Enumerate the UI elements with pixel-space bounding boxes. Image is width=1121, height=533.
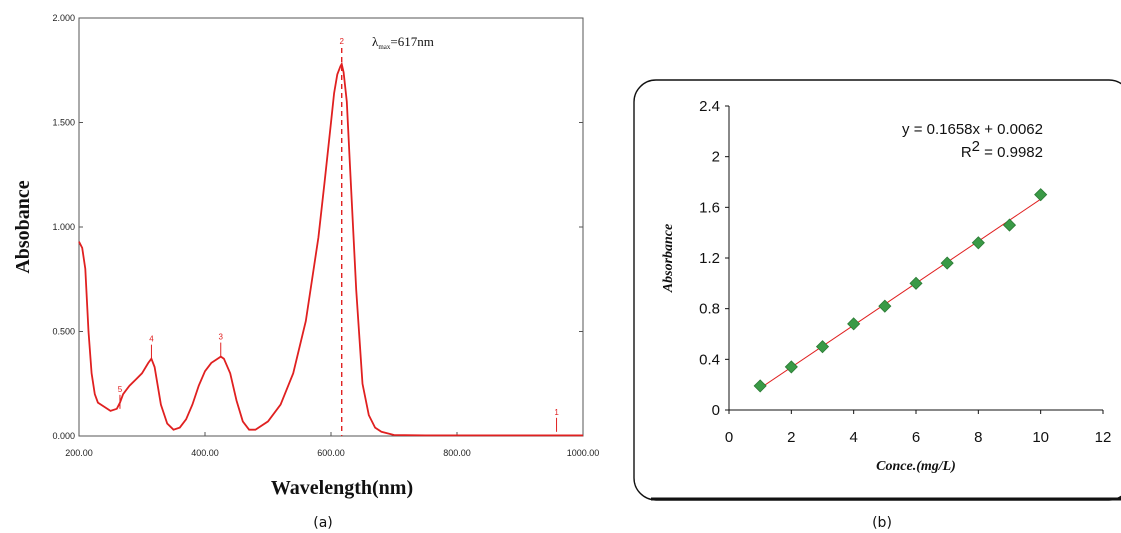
panel-a-x-tick-label: 800.00 [443, 448, 471, 458]
panel-b-caption: (b) [872, 515, 892, 531]
trendline [759, 198, 1041, 389]
panel-a-spectrum: 0.000 0.500 1.000 1.500 2.000 200.00 400.00 60… [12, 13, 599, 531]
panel-b-y-tick-label: 1.2 [699, 250, 720, 267]
panel-a-caption: (a) [313, 515, 333, 531]
r-squared-sup: 2 [972, 138, 980, 155]
panel-a-y-tick-label: 1.500 [52, 118, 75, 128]
panel-b-y-tick-label: 0.8 [699, 301, 720, 318]
panel-a-x-axis-label: Wavelength(nm) [271, 477, 413, 499]
panel-a-y-axis-label: Absobance [12, 180, 34, 273]
panel-a-x-tick-label: 200.00 [65, 448, 93, 458]
panel-b-y-ticks: 0 0.4 0.8 1.2 1.6 2 2.4 [699, 98, 729, 419]
panel-b-y-tick-label: 1.6 [699, 199, 720, 216]
data-point [878, 299, 892, 313]
peak-label: 2 [339, 37, 344, 46]
regression-equation: y = 0.1658x + 0.0062 [902, 121, 1043, 138]
panel-b-y-tick-label: 2.4 [699, 98, 720, 115]
data-point [784, 360, 798, 374]
data-point [1034, 188, 1048, 202]
r-squared: R2 = 0.9982 [961, 138, 1043, 161]
panel-b-points [753, 188, 1048, 393]
panel-a-y-tick-label: 1.000 [52, 222, 75, 232]
r-squared-label: R [961, 144, 972, 161]
panel-b-y-tick-label: 0.4 [699, 351, 720, 368]
data-point [909, 276, 923, 290]
panel-b-x-tick-label: 12 [1095, 429, 1112, 446]
panel-b-calibration: 0 0.4 0.8 1.2 1.6 2 2.4 0 2 4 6 8 10 12 y = 0.1658x … [633, 79, 1121, 531]
panel-b-x-tick-label: 10 [1032, 429, 1049, 446]
panel-b-x-ticks: 0 2 4 6 8 10 12 [725, 410, 1112, 446]
panel-a-y-tick-label: 0.000 [52, 431, 75, 441]
panel-b-x-tick-label: 8 [974, 429, 982, 446]
panel-b-y-tick-label: 2 [712, 149, 720, 166]
panel-b-x-tick-label: 0 [725, 429, 733, 446]
data-point [815, 340, 830, 354]
panel-b-y-axis-label: Absorbance [661, 224, 676, 293]
panel-a-peak-markers: 2 3 4 5 1 [118, 37, 559, 436]
data-point [1002, 218, 1017, 232]
lambda-value: =617nm [390, 34, 433, 49]
panel-a-x-tick-label: 400.00 [191, 448, 219, 458]
data-point [753, 379, 767, 393]
panel-a-y-tick-label: 2.000 [52, 13, 75, 23]
r-squared-value: = 0.9982 [980, 144, 1043, 161]
panel-a-x-tick-label: 600.00 [317, 448, 345, 458]
lambda-symbol: λ [372, 34, 379, 49]
data-point [847, 317, 861, 331]
panel-a-y-tick-label: 0.500 [52, 327, 75, 337]
data-point [940, 256, 954, 270]
peak-label: 1 [554, 408, 559, 417]
peak-label: 5 [118, 385, 123, 394]
panel-b-x-tick-label: 2 [787, 429, 795, 446]
panel-b-x-tick-label: 4 [849, 429, 857, 446]
lambda-max-annotation: λmax=617nm [372, 34, 434, 51]
panel-a-x-ticks: 200.00 400.00 600.00 800.00 1000.00 [65, 432, 599, 458]
spectrum-line [78, 61, 583, 437]
panel-b-x-tick-label: 6 [912, 429, 920, 446]
peak-label: 4 [149, 335, 154, 344]
lambda-subscript: max [378, 43, 391, 51]
panel-a-frame [78, 17, 584, 437]
panel-b-y-tick-label: 0 [712, 402, 720, 419]
panel-b-x-axis-label: Conce.(mg/L) [876, 459, 956, 474]
data-point [971, 236, 985, 250]
panel-a-y-ticks: 0.000 0.500 1.000 1.500 2.000 [52, 13, 583, 441]
peak-label: 3 [219, 333, 224, 342]
panel-a-x-tick-label: 1000.00 [567, 448, 600, 458]
